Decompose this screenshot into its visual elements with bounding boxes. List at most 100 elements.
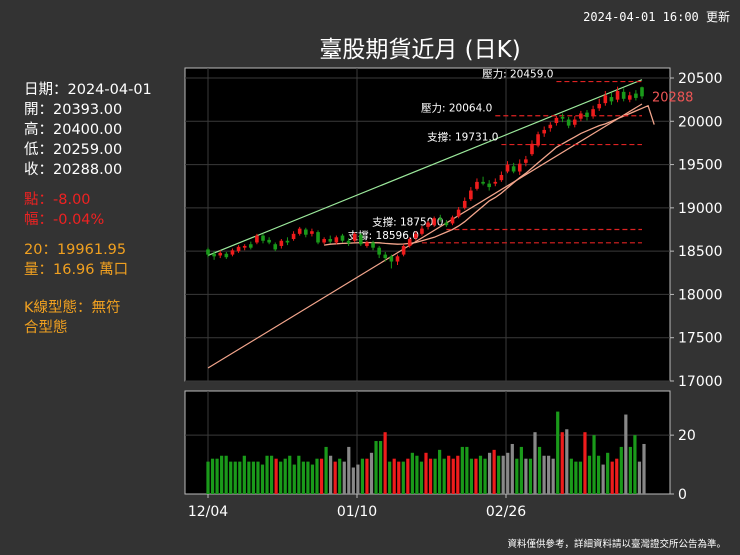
volume-bar (537, 446, 542, 494)
candle-body (609, 97, 614, 102)
volume-bar (587, 455, 592, 494)
candle-body (371, 242, 375, 248)
candle-body (456, 209, 461, 217)
level-label: 支撐: 19731.0 (427, 131, 498, 144)
candle-body (255, 235, 259, 243)
volume-bar (365, 458, 369, 494)
volume-bar (615, 458, 619, 494)
volume-bar (283, 458, 287, 494)
price-tick-label: 18500 (678, 244, 723, 260)
candle-body (352, 233, 357, 241)
candle-body (310, 231, 314, 234)
volume-bar (592, 435, 596, 494)
candle-body (572, 119, 577, 125)
candle-body (346, 240, 351, 244)
volume-bar (519, 446, 523, 494)
candle-body (536, 134, 540, 146)
volume-bar (215, 458, 219, 494)
volume-bar (569, 458, 573, 494)
candle-body (401, 245, 406, 255)
volume-bar (610, 461, 614, 494)
volume-bar (551, 458, 555, 494)
candle-body (395, 256, 400, 262)
price-tick-label: 17500 (678, 331, 723, 347)
volume-bar (483, 458, 487, 494)
candle-body (438, 218, 443, 220)
candle-body (432, 218, 436, 226)
volume-bar (229, 461, 233, 494)
volume-bar (292, 464, 296, 494)
volume-bar (424, 452, 428, 494)
price-tick-label: 19500 (678, 158, 723, 174)
candle-body (603, 95, 608, 104)
candle-body (579, 113, 583, 119)
volume-bar (233, 461, 237, 494)
volume-bar (220, 455, 224, 494)
volume-bar (306, 461, 310, 494)
volume-bar (506, 452, 510, 494)
candle-body (554, 117, 559, 124)
price-tick-label: 20000 (678, 114, 723, 130)
volume-bar (460, 446, 464, 494)
candle-body (261, 235, 265, 241)
volume-bar (210, 458, 215, 494)
volume-bar (392, 458, 396, 494)
candle-body (615, 90, 620, 100)
chart-title: 臺股期貨近月 (日K) (319, 37, 521, 63)
volume-bar (374, 441, 378, 494)
volume-bar (224, 455, 228, 494)
candle-body (524, 159, 528, 163)
volume-bar (378, 441, 383, 494)
candle-body (297, 228, 302, 234)
volume-bar (238, 461, 242, 494)
volume-bar (583, 432, 587, 494)
volume-bar (347, 446, 351, 494)
volume-bar (356, 464, 360, 494)
volume-bar (596, 455, 601, 494)
candle-body (340, 235, 345, 241)
disclaimer: 資料僅供參考，詳細資料請以臺灣證交所公告為準。 (507, 539, 726, 550)
volume-bar (560, 432, 564, 494)
volume-bar (428, 458, 433, 494)
volume-bar (342, 461, 346, 494)
volume-bar (438, 449, 442, 494)
candle-body (218, 252, 223, 256)
volume-bar (310, 464, 315, 494)
candle-body (236, 246, 241, 252)
candle-body (206, 249, 210, 255)
candle-body (542, 129, 546, 134)
level-label: 壓力: 20459.0 (482, 68, 553, 81)
candle-body (548, 124, 553, 129)
candle-body (640, 87, 644, 97)
level-label: 壓力: 20064.0 (421, 102, 492, 115)
info-close: 收：20288.00 (24, 162, 123, 178)
candle-body (627, 95, 632, 100)
volume-bar (242, 455, 246, 494)
info-panel: 日期：2024-04-01 開：20393.00 高：20400.00 低：20… (24, 80, 152, 338)
volume-bar (556, 411, 560, 494)
volume-bar (533, 432, 537, 494)
volume-bar (606, 452, 610, 494)
volume-bar (406, 458, 410, 494)
volume-bar (369, 452, 374, 494)
x-tick-label: 02/26 (486, 504, 526, 520)
volume-bar (256, 461, 260, 494)
candle-body (248, 244, 253, 248)
volume-bar (633, 435, 637, 494)
volume-bar (547, 455, 551, 494)
candle-body (469, 190, 473, 200)
candle-body (359, 234, 363, 245)
volume-bar (419, 461, 424, 494)
update-timestamp: 2024-04-01 16:00 更新 (583, 10, 730, 24)
info-open: 開：20393.00 (24, 102, 123, 118)
volume-bar (415, 455, 419, 494)
candle-body (285, 240, 290, 243)
candle-body (212, 253, 216, 257)
volume-bar (619, 446, 623, 494)
volume-bar (329, 455, 333, 494)
candle-body (267, 239, 271, 243)
candle-body (291, 233, 296, 240)
volume-bar (324, 446, 328, 494)
level-label: 支撐: 18596.0 (348, 229, 419, 242)
candle-body (517, 163, 522, 172)
